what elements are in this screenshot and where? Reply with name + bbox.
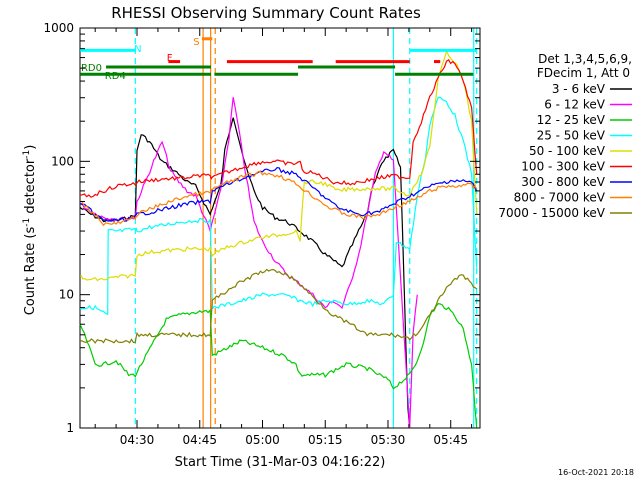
series-group <box>79 49 478 429</box>
series-line <box>79 166 478 222</box>
status-marker-label: N <box>134 44 141 55</box>
x-tick-label: 05:15 <box>308 433 343 447</box>
plot-area <box>79 27 481 429</box>
x-tick-label: 05:45 <box>433 433 468 447</box>
y-axis-label-superscript: -1 <box>22 218 32 227</box>
ticks-group: 04:30 04:45 05:00 05:15 05:30 05:45 1 10 100 1000 <box>43 21 480 447</box>
legend-entry-label: 800 - 7000 keV <box>514 191 606 205</box>
legend-entry-label: 300 - 800 keV <box>521 175 605 189</box>
legend-entry-label: 12 - 25 keV <box>537 113 606 127</box>
legend-entry-label: 100 - 300 keV <box>521 160 605 174</box>
status-bar-label: RD4 <box>105 71 126 82</box>
legend: Det 1,3,4,5,6,9, FDecim 1, Att 0 3 - 6 k… <box>498 52 632 220</box>
x-axis-label: Start Time (31-Mar-03 04:16:22) <box>175 455 386 470</box>
vertical-lines-group <box>134 28 478 428</box>
series-line <box>79 117 411 429</box>
x-tick-label: 05:00 <box>245 433 280 447</box>
footer-timestamp: 16-Oct-2021 20:18 <box>558 468 634 477</box>
y-axis-label-part: detector <box>23 158 38 218</box>
x-tick-label: 05:30 <box>371 433 406 447</box>
y-tick-label: 10 <box>59 288 74 302</box>
series-line <box>79 170 478 227</box>
y-tick-label: 1 <box>66 421 74 435</box>
status-marker-label: F <box>167 53 173 64</box>
series-line <box>79 302 478 429</box>
y-axis-label-part: Count Rate (s <box>23 227 38 316</box>
legend-header-line: FDecim 1, Att 0 <box>537 66 630 80</box>
x-tick-label: 04:45 <box>182 433 217 447</box>
y-tick-label: 1000 <box>43 21 74 35</box>
plot-frame <box>79 27 481 429</box>
series-line <box>80 59 478 198</box>
y-axis-label-superscript: -1 <box>22 150 32 159</box>
y-axis-label: Count Rate (s-1 detector-1) <box>22 145 38 316</box>
y-tick-label: 100 <box>51 154 74 168</box>
x-tick-label: 04:30 <box>120 433 155 447</box>
series-line <box>79 268 478 344</box>
series-line <box>79 49 478 282</box>
legend-entry-label: 25 - 50 keV <box>537 129 606 143</box>
series-line <box>79 97 418 429</box>
legend-entry-label: 3 - 6 keV <box>552 82 606 96</box>
legend-entry-label: 6 - 12 keV <box>544 98 606 112</box>
legend-entry-label: 50 - 100 keV <box>529 144 606 158</box>
status-marker-label: S <box>193 37 199 48</box>
chart-title: RHESSI Observing Summary Count Rates <box>111 4 421 22</box>
y-axis-label-part: ) <box>23 145 38 150</box>
status-bar-label: RD0 <box>81 63 102 74</box>
legend-entry-label: 7000 - 15000 keV <box>498 206 605 220</box>
series-line <box>80 96 478 316</box>
legend-header-line: Det 1,3,4,5,6,9, <box>538 52 632 66</box>
